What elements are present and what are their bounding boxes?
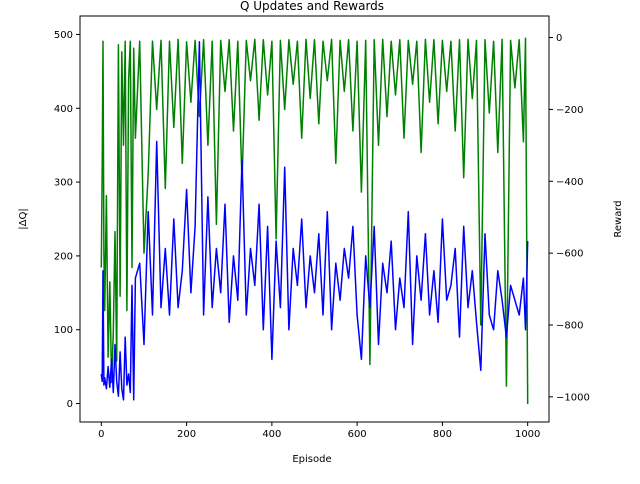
plot-frame [79, 15, 550, 423]
y-right-tick-label: −1000 [556, 392, 590, 403]
q-update-series-line [100, 41, 529, 401]
y-left-tick-label: 300 [54, 178, 73, 189]
y-axis-left-label: |ΔQ| [18, 208, 29, 229]
reward-series-line [100, 37, 529, 405]
chart-title: Q Updates and Rewards [240, 0, 384, 13]
y-right-tick-label: −200 [556, 105, 583, 116]
y-right-tick-label: −400 [556, 177, 583, 188]
x-tick-label: 400 [262, 429, 281, 440]
y-right-tick-label: −800 [556, 320, 583, 331]
x-tick-label: 600 [348, 429, 367, 440]
y-left-tick-label: 0 [67, 399, 73, 410]
y-axis-left: 0 100 200 300 400 500 [54, 30, 80, 410]
x-tick-label: 1000 [515, 429, 540, 440]
y-left-tick-label: 100 [54, 325, 73, 336]
y-left-tick-label: 500 [54, 30, 73, 41]
plot-lines [100, 37, 529, 405]
x-tick-label: 200 [177, 429, 196, 440]
y-right-tick-label: 0 [556, 33, 562, 44]
y-axis-right: 0 −200 −400 −600 −800 −1000 [549, 33, 590, 403]
x-tick-label: 0 [98, 429, 104, 440]
y-left-tick-label: 200 [54, 251, 73, 262]
y-right-tick-label: −600 [556, 249, 583, 260]
y-left-tick-label: 400 [54, 104, 73, 115]
x-axis: 0 200 400 600 800 1000 [98, 422, 540, 440]
y-axis-right-label: Reward [613, 200, 624, 237]
x-axis-label: Episode [292, 454, 331, 465]
x-tick-label: 800 [433, 429, 452, 440]
